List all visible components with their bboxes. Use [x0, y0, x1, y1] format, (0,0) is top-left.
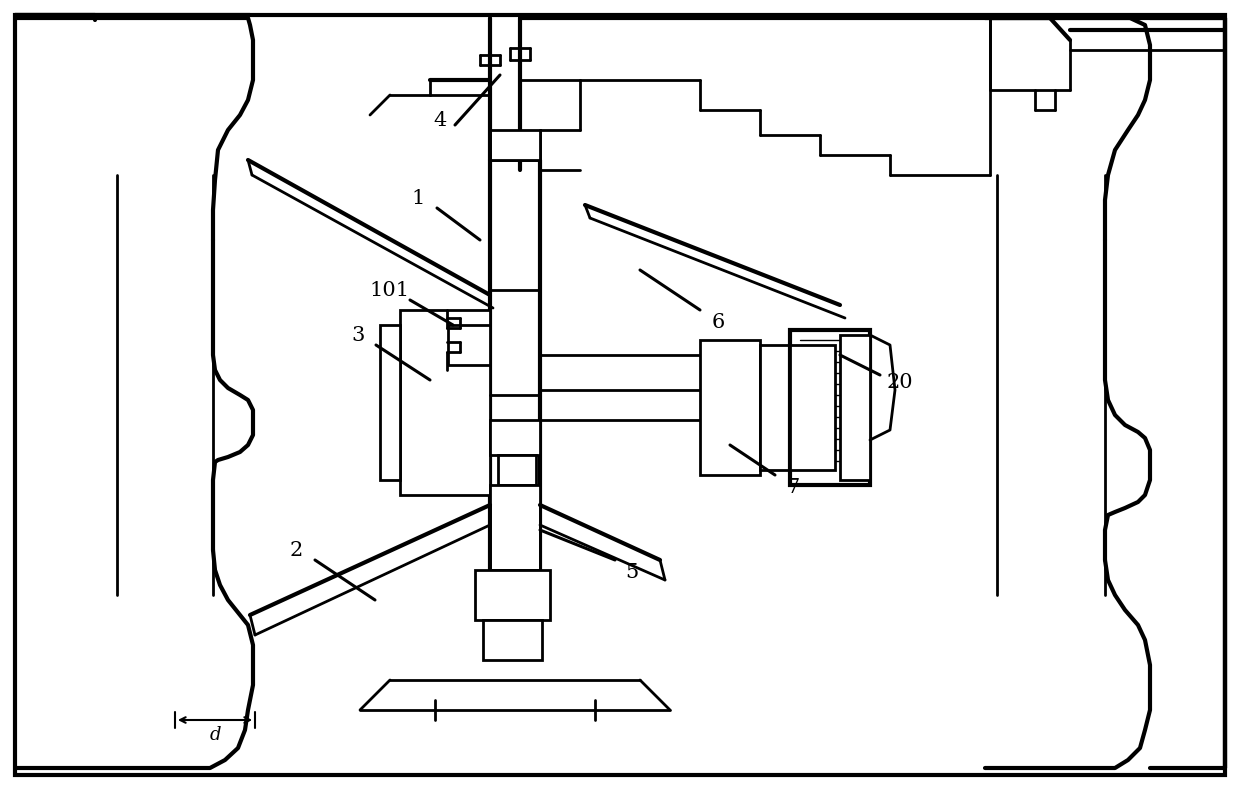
Text: 1: 1 — [412, 189, 424, 208]
Bar — [484, 620, 542, 660]
Text: 6: 6 — [712, 313, 724, 332]
Bar — [490, 420, 539, 455]
Text: 5: 5 — [625, 562, 639, 581]
Text: d: d — [210, 726, 221, 744]
Text: 3: 3 — [351, 325, 365, 344]
Bar — [498, 455, 536, 485]
Text: 7: 7 — [786, 477, 800, 496]
Text: 2: 2 — [289, 540, 303, 559]
Bar — [790, 330, 870, 485]
Bar — [839, 335, 870, 480]
Bar — [701, 340, 760, 475]
Bar — [379, 325, 401, 480]
Text: 4: 4 — [433, 111, 446, 130]
Text: 20: 20 — [887, 373, 914, 392]
Bar — [490, 485, 539, 570]
Bar — [401, 310, 490, 495]
Bar — [490, 130, 539, 160]
Bar — [475, 570, 551, 620]
Text: 101: 101 — [370, 280, 410, 299]
Bar — [790, 345, 835, 470]
Bar — [760, 345, 790, 470]
Bar — [448, 325, 490, 365]
